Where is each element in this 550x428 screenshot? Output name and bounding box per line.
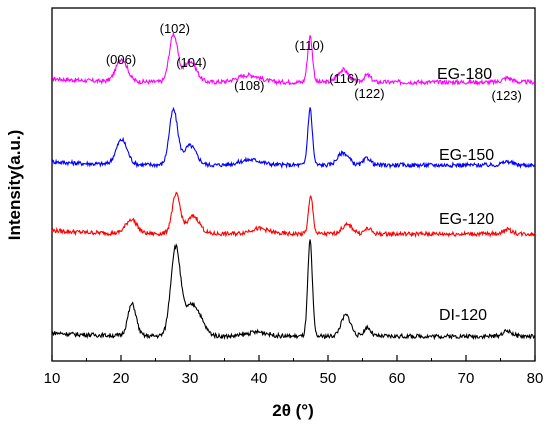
series-line-eg-180 [51, 32, 536, 87]
x-tick-label-40: 40 [251, 370, 268, 387]
series-label-di-120: DI-120 [439, 307, 487, 324]
peak-annotation: (102) [160, 21, 190, 36]
series-layer [51, 32, 536, 341]
series-label-eg-150: EG-150 [439, 147, 494, 164]
peak-annotation: (110) [295, 38, 324, 53]
x-tick-label-70: 70 [458, 370, 475, 387]
peak-annotation: (108) [234, 78, 264, 93]
series-line-eg-150 [51, 106, 536, 170]
x-tick-label-20: 20 [113, 370, 130, 387]
peak-annotation: (104) [176, 55, 206, 70]
series-line-eg-120 [51, 191, 536, 239]
y-axis-title: Intensity(a.u.) [5, 130, 24, 241]
series-label-eg-180: EG-180 [437, 66, 492, 83]
peak-annotation: (123) [492, 88, 522, 103]
peak-annotation: (116) [329, 71, 358, 86]
peak-annotations: (006) (102) (104) (108) (110) (116)(122) (123) [106, 21, 522, 103]
series-labels: EG-180 EG-150 EG-120 DI-120 [437, 66, 494, 324]
series-label-eg-120: EG-120 [439, 211, 494, 228]
x-tick-label-10: 10 [44, 370, 61, 387]
x-tick-label-50: 50 [320, 370, 337, 387]
x-tick-label-60: 60 [389, 370, 406, 387]
x-axis-title: 2θ (°) [272, 401, 314, 420]
peak-annotation: (006) [106, 52, 136, 67]
peak-annotation: (122) [354, 86, 384, 101]
x-tick-label-80: 80 [527, 370, 544, 387]
x-axis-ticks: 10 20 30 40 50 60 70 80 [44, 355, 544, 387]
series-line-di-120 [51, 239, 536, 341]
x-tick-label-30: 30 [182, 370, 199, 387]
